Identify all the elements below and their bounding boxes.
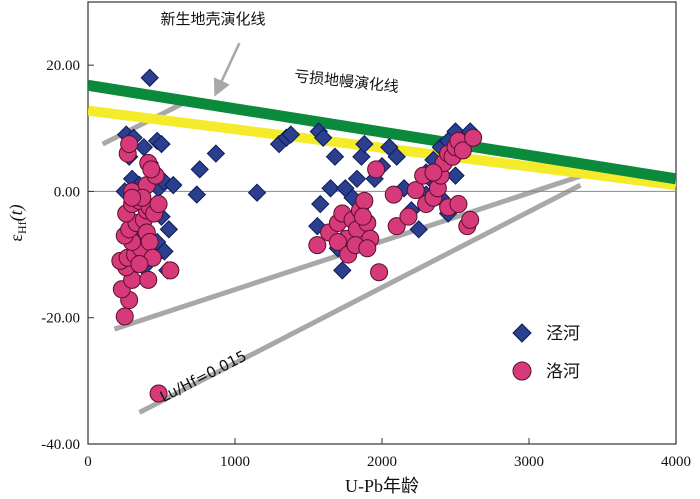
y-axis-title-paren: (t) (6, 204, 27, 221)
y-axis-title-epsilon: ε (6, 234, 26, 242)
axis-ticks-layer: 0 1000 2000 3000 4000 20.00 0.00 -20.00 -40.00 (41, 58, 691, 470)
data-point-luohe (130, 255, 149, 274)
data-point-luohe (123, 188, 142, 207)
y-axis-title-subscript: Hf (15, 221, 29, 234)
y-axis-title: εHf(t) (6, 204, 29, 241)
annotation-arrow (213, 42, 241, 97)
data-point-luohe (461, 210, 480, 229)
data-point-jinghe (247, 183, 267, 202)
data-point-luohe (449, 195, 468, 214)
data-point-jinghe (187, 185, 206, 204)
data-point-jinghe (206, 144, 226, 163)
data-point-luohe (308, 236, 327, 255)
data-point-luohe (387, 217, 406, 236)
y-tick-label: 0.00 (54, 184, 80, 200)
data-point-luohe (424, 163, 443, 182)
data-point-jinghe (164, 175, 183, 195)
y-tick-label: -20.00 (41, 311, 80, 327)
data-point-luohe (161, 261, 180, 280)
data-point-jinghe (311, 194, 330, 214)
y-tick-label: 20.00 (46, 58, 80, 74)
data-point-luohe (384, 185, 403, 204)
annotation-crust-evolution-line: 新生地壳演化线 (160, 10, 265, 28)
data-point-luohe (142, 160, 161, 179)
svg-text:εHf(t): εHf(t) (6, 204, 29, 241)
data-point-jinghe (313, 128, 333, 147)
data-point-luohe (370, 263, 389, 282)
x-axis-title: U-Pb年龄 (345, 476, 419, 496)
y-tick-label: -40.00 (41, 437, 80, 453)
data-point-jinghe (321, 179, 340, 198)
guide-line-1 (101, 100, 185, 147)
x-tick-label: 3000 (514, 454, 544, 470)
data-points-layer (111, 68, 483, 403)
legend-label-jinghe: 泾河 (546, 324, 580, 344)
legend-marker-circle (512, 361, 532, 381)
data-point-jinghe (387, 147, 406, 166)
new-crust-evolution-line (88, 79, 676, 185)
data-point-luohe (139, 270, 158, 289)
data-point-luohe (149, 384, 168, 403)
data-point-luohe (399, 207, 418, 226)
data-point-luohe (367, 160, 386, 179)
data-point-jinghe (347, 169, 367, 189)
data-point-jinghe (190, 160, 209, 179)
data-point-jinghe (352, 147, 371, 166)
data-point-jinghe (409, 220, 428, 239)
x-tick-label: 0 (84, 454, 92, 470)
x-tick-label: 4000 (661, 454, 691, 470)
data-point-luohe (115, 307, 134, 326)
data-point-luohe (464, 128, 483, 147)
legend-marker-diamond (512, 323, 532, 343)
data-point-jinghe (333, 261, 352, 280)
data-point-jinghe (281, 125, 301, 144)
data-point-luohe (140, 232, 159, 251)
data-point-luohe (353, 207, 372, 226)
data-point-jinghe (152, 134, 171, 154)
data-point-luohe (149, 195, 168, 214)
data-point-luohe (120, 135, 139, 154)
guide-line-3 (138, 182, 582, 415)
x-tick-label: 1000 (220, 454, 250, 470)
data-point-luohe (355, 191, 374, 210)
data-point-jinghe (355, 134, 374, 154)
x-tick-label: 2000 (367, 454, 397, 470)
data-point-luohe (358, 239, 377, 258)
data-point-luohe (453, 141, 472, 160)
data-point-jinghe (325, 147, 345, 166)
legend-label-luohe: 洛河 (546, 362, 580, 382)
data-point-jinghe (159, 220, 179, 239)
plot-frame (87, 1, 677, 445)
data-point-luohe (328, 232, 347, 251)
data-point-jinghe (446, 166, 465, 185)
legend: 泾河 洛河 (512, 323, 580, 382)
data-point-jinghe (140, 68, 159, 87)
data-point-luohe (406, 181, 425, 200)
